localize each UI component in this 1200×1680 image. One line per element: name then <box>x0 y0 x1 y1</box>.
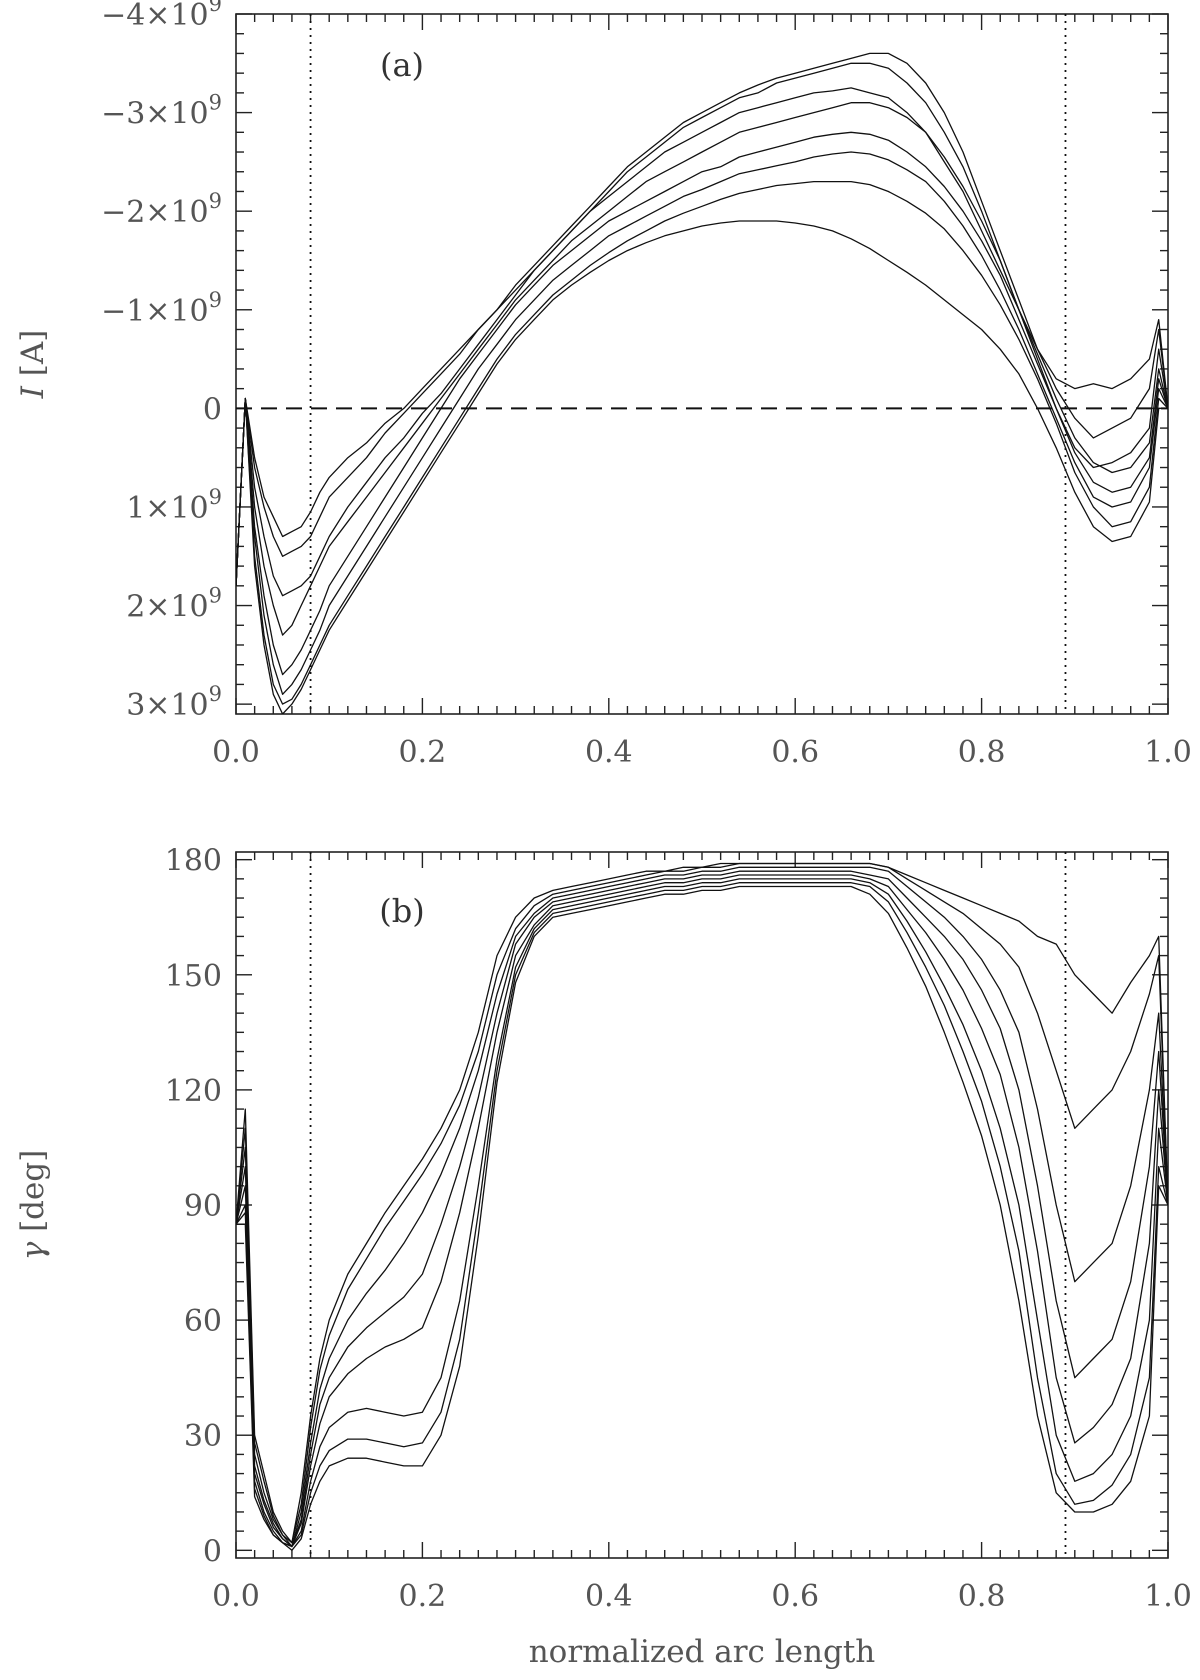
y-tick-label: 1×109 <box>126 485 222 526</box>
x-tick-label: 0.4 <box>585 1579 633 1614</box>
series-line-1 <box>236 87 1168 586</box>
x-tick-label: 0.2 <box>399 1579 447 1614</box>
x-tick-label: 0.6 <box>771 1579 819 1614</box>
y-tick-label: −4×109 <box>101 0 222 33</box>
x-tick-label: 0.2 <box>399 735 447 770</box>
y-axis-title: γ [deg] <box>15 1150 51 1261</box>
x-tick-label: 0.8 <box>958 1579 1006 1614</box>
series-line-8 <box>236 220 1168 714</box>
y-tick-label: 90 <box>184 1189 222 1224</box>
y-tick-label: −3×109 <box>101 91 222 132</box>
series-line-5 <box>236 874 1168 1548</box>
plot-frame-b <box>235 851 1169 1559</box>
y-tick-label: 120 <box>165 1074 222 1109</box>
panel-label-b: (b) <box>379 892 424 930</box>
curves-group <box>236 52 1168 714</box>
series-line-4 <box>236 870 1168 1548</box>
x-tick-label: 0.0 <box>212 735 260 770</box>
x-tick-label: 1.0 <box>1144 1579 1192 1614</box>
series-line-3 <box>236 866 1168 1548</box>
y-tick-label: 180 <box>165 844 222 879</box>
series-line-2 <box>236 862 1168 1544</box>
plot-frame-a <box>235 13 1169 715</box>
y-tick-label: −1×109 <box>101 288 222 329</box>
x-tick-label: 1.0 <box>1144 735 1192 770</box>
x-tick-label: 0.8 <box>958 735 1006 770</box>
panel-b-angle-plot: 0.0 0.2 0.4 0.6 0.8 1.0 0 30 60 90 120 150 180 γ [deg… <box>15 844 1192 1670</box>
series-line-5 <box>236 131 1168 676</box>
y-tick-label: 30 <box>184 1419 222 1454</box>
series-line-7 <box>236 882 1168 1548</box>
y-tick-label: 60 <box>184 1304 222 1339</box>
series-line-4 <box>236 102 1168 636</box>
panel-a-current-plot: 0.0 0.2 0.4 0.6 0.8 1.0 −4×109 −3×109 −2×109 −1×1… <box>15 0 1192 770</box>
series-line-6 <box>236 151 1168 695</box>
y-tick-label: 0 <box>203 392 222 427</box>
y-tick-label: 0 <box>203 1534 222 1569</box>
y-axis-title: I [A] <box>15 330 51 400</box>
x-tick-label: 0.0 <box>212 1579 260 1614</box>
y-tick-label: 3×109 <box>126 682 222 723</box>
x-tick-label: 0.4 <box>585 735 633 770</box>
series-line-8 <box>236 885 1168 1551</box>
series-line-7 <box>236 180 1168 705</box>
x-axis-title: normalized arc length <box>529 1634 876 1670</box>
panel-label-a: (a) <box>380 46 424 84</box>
x-tick-label: 0.6 <box>771 735 819 770</box>
series-line-2 <box>236 52 1168 586</box>
y-tick-label: −2×109 <box>101 189 222 230</box>
curves-group <box>236 862 1168 1551</box>
series-line-6 <box>236 878 1168 1548</box>
y-tick-label: 2×109 <box>126 584 222 625</box>
y-tick-label: 150 <box>165 959 222 994</box>
